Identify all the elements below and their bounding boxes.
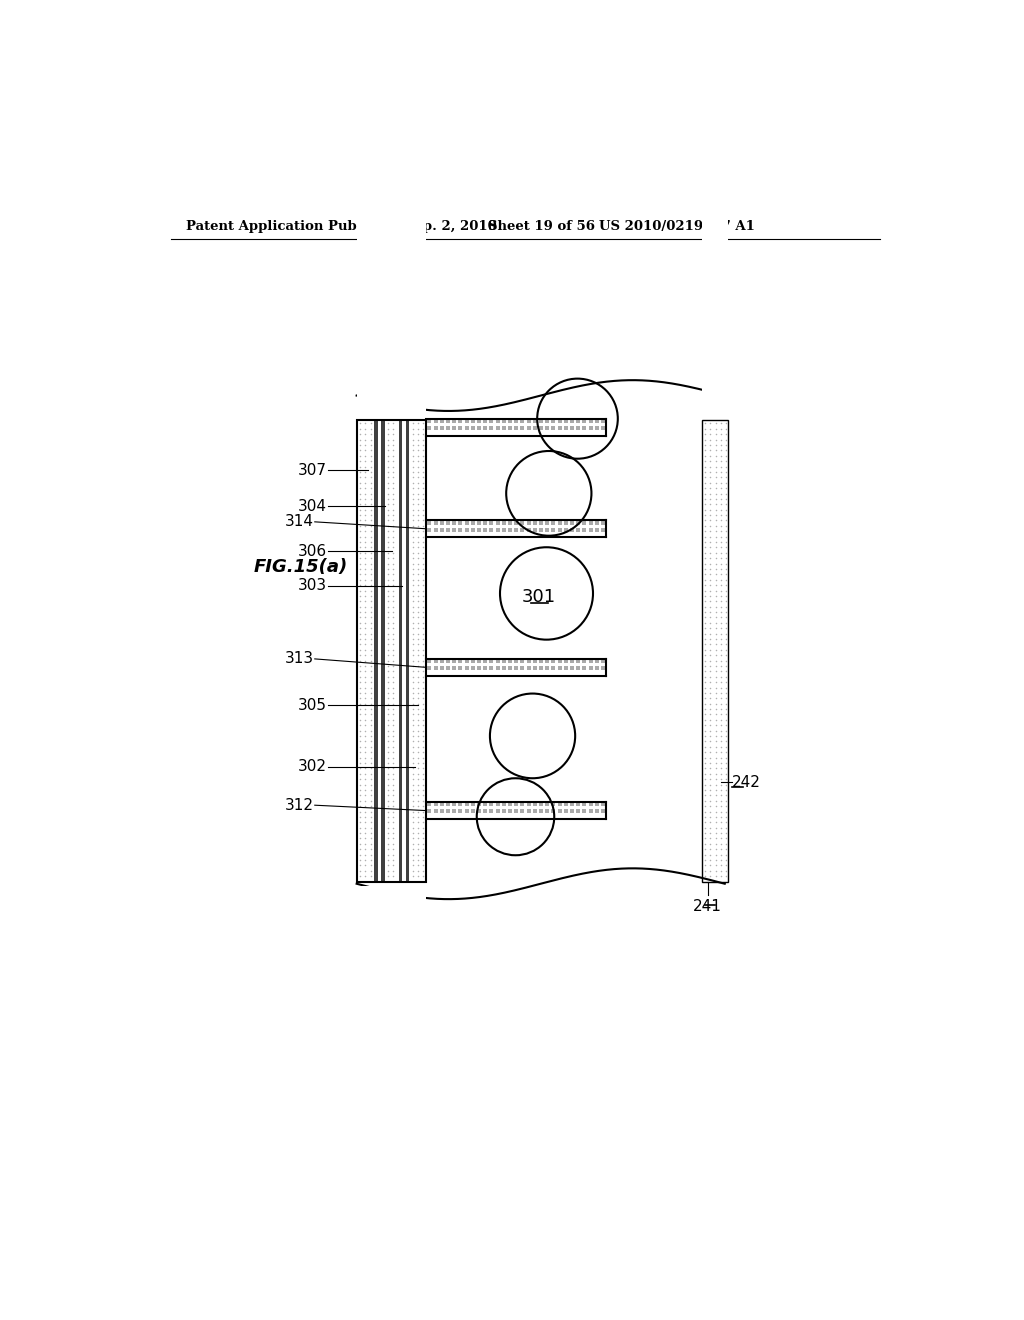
- Text: 242: 242: [732, 775, 761, 789]
- Bar: [426, 418, 606, 436]
- Text: 312: 312: [285, 797, 314, 813]
- Bar: [356, 886, 426, 1040]
- Text: 306: 306: [298, 544, 328, 558]
- Bar: [385, 420, 399, 882]
- Text: Sep. 2, 2010: Sep. 2, 2010: [406, 219, 498, 232]
- Bar: [356, 420, 426, 882]
- Text: 314: 314: [285, 515, 314, 529]
- Bar: [701, 158, 728, 412]
- Bar: [402, 420, 407, 882]
- Bar: [701, 886, 728, 1040]
- Bar: [426, 659, 606, 676]
- Text: 304: 304: [298, 499, 328, 513]
- Bar: [381, 420, 385, 882]
- Bar: [356, 158, 426, 412]
- Text: 303: 303: [298, 578, 328, 593]
- Text: 305: 305: [298, 697, 328, 713]
- Text: FIG.15(a): FIG.15(a): [254, 557, 348, 576]
- Text: Sheet 19 of 56: Sheet 19 of 56: [487, 219, 595, 232]
- Bar: [410, 420, 426, 882]
- Bar: [375, 420, 378, 882]
- Bar: [356, 420, 375, 882]
- Text: 241: 241: [693, 899, 722, 915]
- Bar: [701, 420, 728, 882]
- Text: 313: 313: [285, 651, 314, 667]
- Text: 301: 301: [521, 589, 556, 606]
- Bar: [426, 520, 606, 537]
- Bar: [378, 420, 381, 882]
- Bar: [399, 420, 402, 882]
- Bar: [407, 420, 410, 882]
- Text: 307: 307: [298, 463, 328, 478]
- Bar: [426, 803, 606, 818]
- Text: Patent Application Publication: Patent Application Publication: [186, 219, 413, 232]
- Text: 302: 302: [298, 759, 328, 775]
- Text: US 2010/0219457 A1: US 2010/0219457 A1: [599, 219, 755, 232]
